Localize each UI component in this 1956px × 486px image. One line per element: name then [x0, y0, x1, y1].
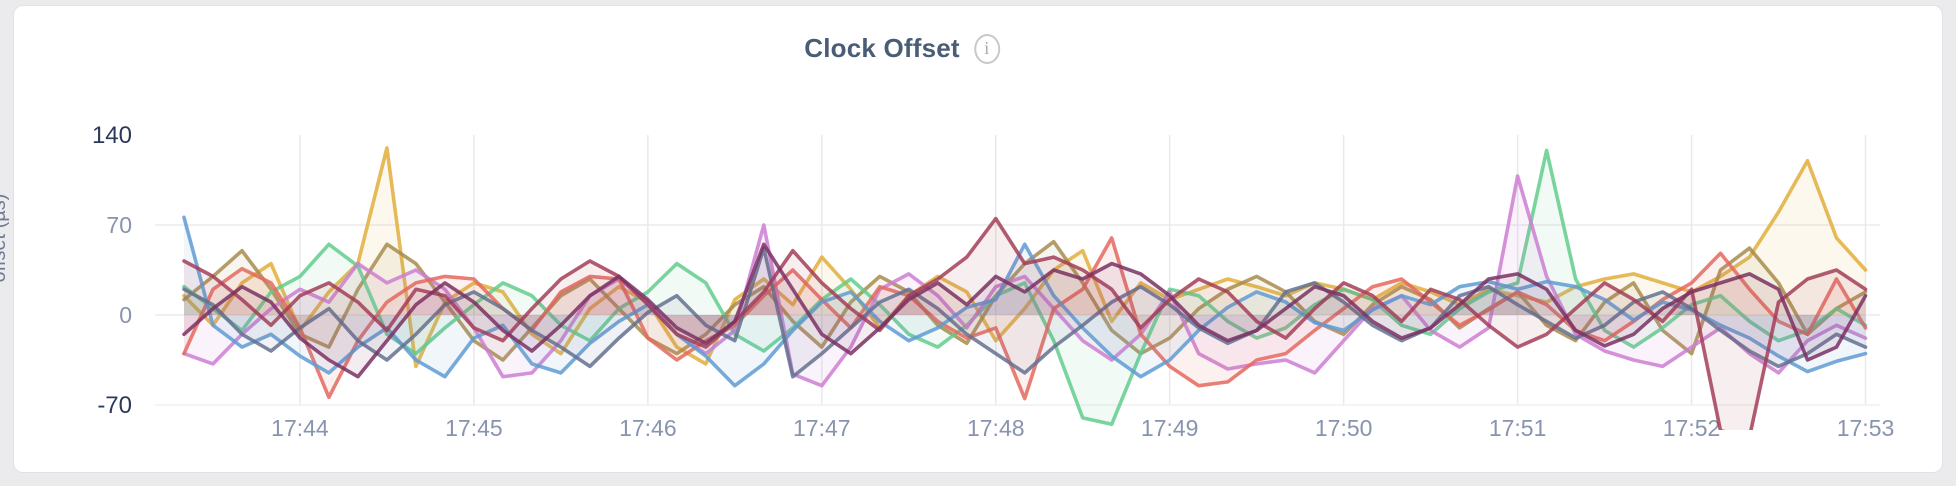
- series-area-pink: [184, 176, 1866, 386]
- series-area-maroon: [184, 218, 1866, 430]
- series-area-blue: [184, 217, 1866, 386]
- series-area-olive: [184, 241, 1866, 360]
- series-line-gold: [182, 146, 1868, 369]
- x-tick-label: 17:52: [1663, 415, 1721, 441]
- y-tick-label: 70: [106, 212, 132, 238]
- x-tick-label: 17:45: [445, 415, 503, 441]
- x-tick-label: 17:48: [967, 415, 1025, 441]
- series-line-blue: [182, 215, 1868, 388]
- x-tick-label: 17:50: [1315, 415, 1373, 441]
- x-tick-label: 17:49: [1141, 415, 1199, 441]
- series-area-green: [184, 150, 1866, 425]
- x-tick-label: 17:53: [1837, 415, 1895, 441]
- x-tick-label: 17:47: [793, 415, 851, 441]
- y-tick-label: 140: [92, 122, 132, 149]
- y-tick-label: 0: [119, 302, 132, 328]
- x-tick-label: 17:44: [271, 415, 329, 441]
- chart-title: Clock Offset: [804, 33, 960, 63]
- chart-header: Clock Offset i: [804, 33, 1000, 64]
- clock-offset-chart-card: Clock Offset i offset (µs): [0, 5, 1943, 473]
- series-line-plum: [182, 242, 1868, 379]
- y-tick-label: -70: [97, 392, 132, 419]
- series-area-slate: [184, 248, 1866, 377]
- info-icon[interactable]: i: [973, 33, 1000, 64]
- x-tick-label: 17:51: [1489, 415, 1547, 441]
- series-area-plum: [184, 244, 1866, 377]
- x-tick-label: 17:46: [619, 415, 677, 441]
- series-line-maroon: [182, 216, 1868, 430]
